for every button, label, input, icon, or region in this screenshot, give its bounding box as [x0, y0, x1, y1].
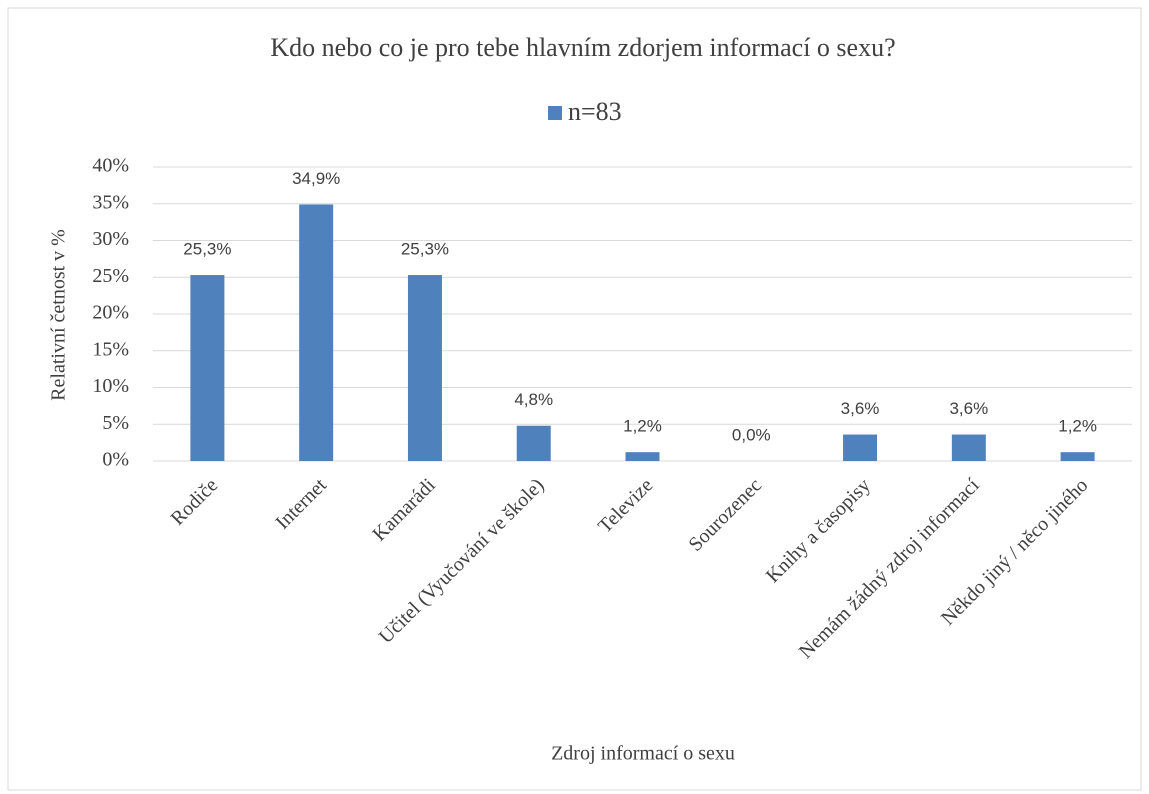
bar: [1060, 452, 1095, 461]
y-tick-label: 35%: [92, 191, 129, 213]
y-tick-label: 25%: [92, 265, 129, 287]
data-label: 1,2%: [1058, 417, 1097, 436]
bar: [190, 275, 225, 461]
y-tick-label: 5%: [102, 412, 129, 434]
bar: [951, 434, 986, 461]
y-tick-label: 10%: [92, 375, 129, 397]
y-tick-label: 20%: [92, 302, 129, 324]
data-label: 1,2%: [623, 417, 662, 436]
data-label: 0,0%: [732, 425, 771, 444]
data-label: 25,3%: [183, 240, 231, 259]
bar: [407, 275, 442, 461]
legend-swatch: [548, 106, 562, 120]
bar: [299, 204, 334, 462]
bar: [843, 434, 878, 461]
data-label: 3,6%: [949, 399, 988, 418]
bar: [516, 425, 551, 461]
data-label: 34,9%: [292, 169, 340, 188]
x-axis-title: Zdroj informací o sexu: [551, 743, 735, 765]
chart-title: Kdo nebo co je pro tebe hlavním zdorjem …: [270, 33, 895, 62]
y-axis-title: Relativní četnost v %: [48, 229, 70, 401]
data-label: 4,8%: [514, 390, 553, 409]
y-tick-label: 0%: [102, 449, 129, 471]
data-label: 25,3%: [401, 240, 449, 259]
y-tick-label: 30%: [92, 228, 129, 250]
legend-label: n=83: [568, 97, 622, 126]
data-label: 3,6%: [841, 399, 880, 418]
y-tick-label: 40%: [92, 155, 129, 177]
bar: [625, 452, 660, 461]
y-tick-label: 15%: [92, 338, 129, 360]
